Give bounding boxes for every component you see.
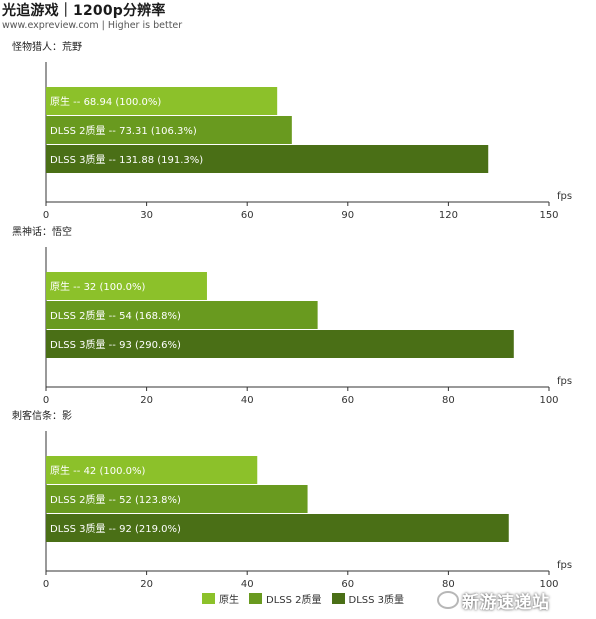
x-tick-label: 60 xyxy=(341,579,354,590)
x-tick-label: 0 xyxy=(43,579,49,590)
bar xyxy=(46,116,292,144)
panel-title: 怪物猎人：荒野 xyxy=(12,40,82,53)
x-tick-label: 0 xyxy=(43,395,49,406)
bar xyxy=(46,330,514,358)
x-tick-label: 80 xyxy=(442,579,455,590)
legend-label-dlss3: DLSS 3质量 xyxy=(348,595,405,606)
bar-label: 原生 -- 68.94 (100.0%) xyxy=(50,95,161,108)
x-tick-label: 60 xyxy=(341,395,354,406)
legend-item-dlss2: DLSS 2质量 xyxy=(249,591,322,606)
bar-label: DLSS 3质量 -- 131.88 (191.3%) xyxy=(50,154,203,166)
wechat-icon xyxy=(437,591,459,609)
x-tick-label: 100 xyxy=(539,395,558,406)
x-tick-label: 100 xyxy=(539,579,558,590)
x-axis-label: fps xyxy=(557,376,572,387)
bar xyxy=(46,301,318,329)
legend-item-dlss3: DLSS 3质量 xyxy=(331,591,405,606)
x-axis-label: fps xyxy=(557,191,572,202)
bar-label: DLSS 2质量 -- 73.31 (106.3%) xyxy=(50,125,197,137)
legend-item-native: 原生 xyxy=(202,591,239,606)
bar xyxy=(46,514,509,542)
x-tick-label: 40 xyxy=(241,579,254,590)
legend-label-native: 原生 xyxy=(219,595,239,606)
x-tick-label: 0 xyxy=(43,210,49,221)
bar xyxy=(46,485,308,513)
chart-title: 光追游戏｜1200p分辨率 xyxy=(2,3,166,19)
x-tick-label: 30 xyxy=(140,210,153,221)
x-tick-label: 60 xyxy=(241,210,254,221)
legend-swatch-dlss2 xyxy=(249,593,262,604)
legend-swatch-native xyxy=(202,593,215,604)
panel-title: 刺客信条：影 xyxy=(12,409,72,422)
x-tick-label: 120 xyxy=(439,210,458,221)
bar xyxy=(46,272,207,300)
chart-subtitle: www.expreview.com | Higher is better xyxy=(2,20,183,31)
x-tick-label: 90 xyxy=(341,210,354,221)
x-tick-label: 20 xyxy=(140,579,153,590)
bar-label: 原生 -- 42 (100.0%) xyxy=(50,464,146,477)
bar-label: DLSS 2质量 -- 54 (168.8%) xyxy=(50,310,181,322)
bar-label: DLSS 2质量 -- 52 (123.8%) xyxy=(50,494,181,506)
bar xyxy=(46,87,278,115)
bar xyxy=(46,145,489,173)
watermark: 新游速递站 xyxy=(462,593,550,613)
bar-label: DLSS 3质量 -- 92 (219.0%) xyxy=(50,523,181,535)
x-tick-label: 80 xyxy=(442,395,455,406)
bar-label: DLSS 3质量 -- 93 (290.6%) xyxy=(50,339,181,351)
x-axis-label: fps xyxy=(557,560,572,571)
bar-label: 原生 -- 32 (100.0%) xyxy=(50,280,146,293)
legend: 原生 DLSS 2质量 DLSS 3质量 xyxy=(202,591,404,606)
legend-label-dlss2: DLSS 2质量 xyxy=(266,595,322,606)
x-tick-label: 150 xyxy=(539,210,558,221)
x-tick-label: 20 xyxy=(140,395,153,406)
x-tick-label: 40 xyxy=(241,395,254,406)
bar xyxy=(46,456,258,484)
legend-swatch-dlss3 xyxy=(331,593,345,604)
panel-title: 黑神话：悟空 xyxy=(12,225,72,238)
